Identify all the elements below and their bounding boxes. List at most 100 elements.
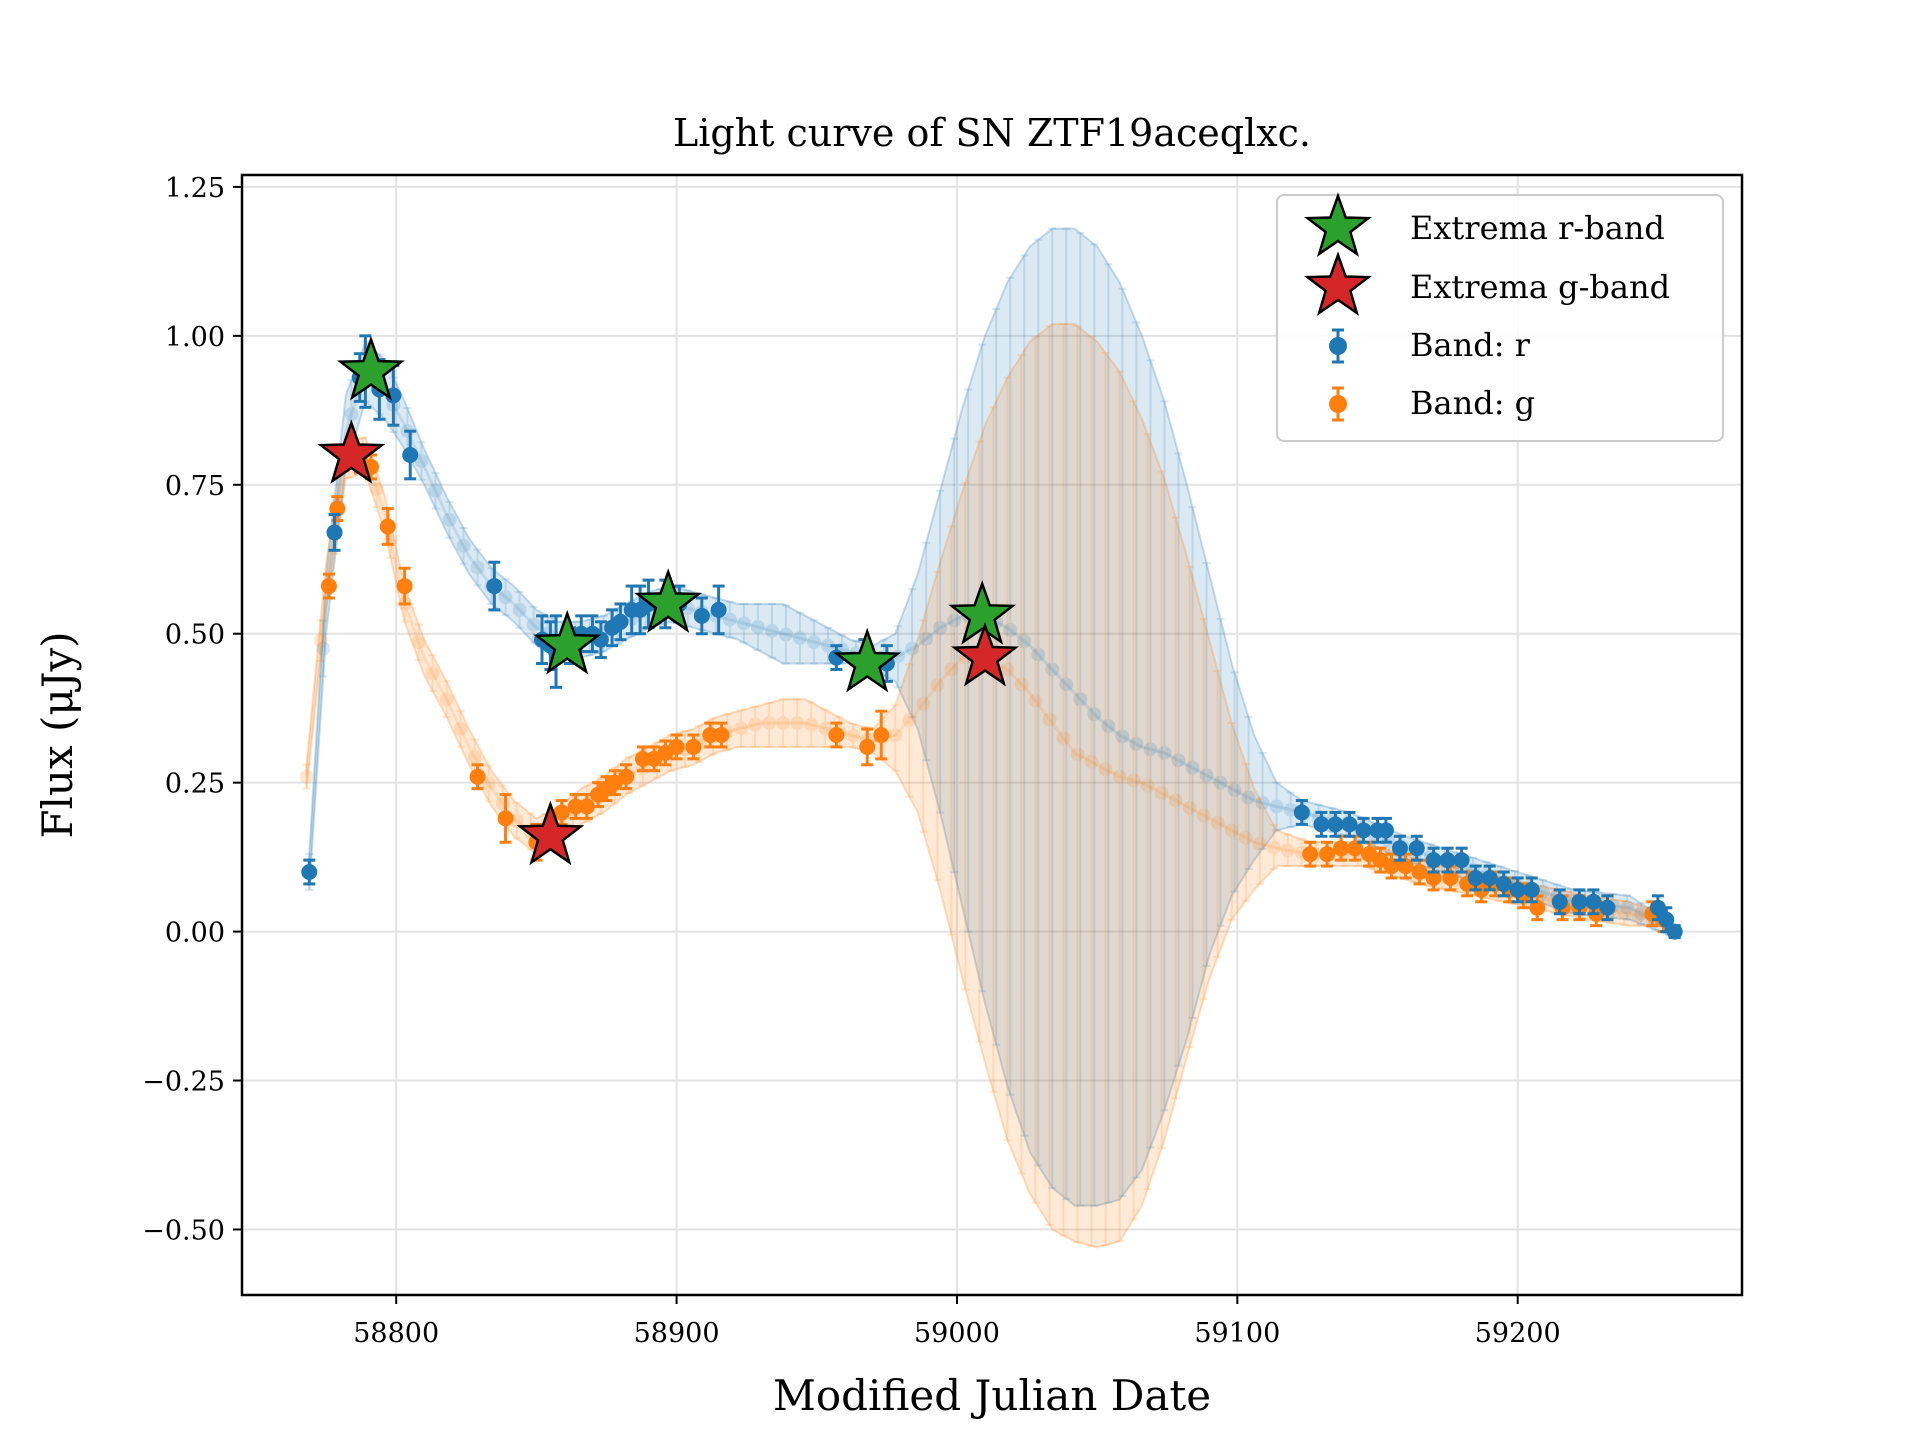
model-mean-marker [1185, 760, 1200, 775]
model-mean-marker [736, 616, 751, 631]
model-mean-marker [806, 634, 821, 649]
data-point-r [1666, 923, 1683, 940]
data-point-marker [1571, 893, 1588, 910]
model-mean-marker [1210, 815, 1225, 830]
model-point-r [442, 500, 457, 539]
data-point-marker [1658, 911, 1675, 928]
model-mean-marker [930, 678, 945, 693]
model-point-g [1084, 336, 1099, 1247]
data-point-marker [402, 447, 419, 463]
model-mean-marker [722, 612, 737, 627]
model-point-r [1213, 617, 1228, 927]
data-point-marker [1411, 864, 1428, 881]
model-point-g [1280, 833, 1295, 868]
model-mean-marker [916, 696, 931, 711]
model-mean-marker [820, 638, 835, 653]
model-mean-marker [790, 716, 805, 731]
data-point-g [1302, 840, 1319, 868]
legend-star-g [1304, 251, 1372, 316]
model-point-r [764, 602, 779, 659]
model-mean-marker [1634, 906, 1649, 921]
data-point-marker [497, 810, 514, 827]
data-point-marker [1313, 816, 1330, 833]
model-mean-marker [902, 713, 917, 728]
data-point-r [1439, 846, 1456, 874]
model-mean-marker [1227, 783, 1242, 798]
model-mean-marker [1003, 623, 1018, 637]
data-point-g [379, 507, 396, 546]
x-axis-label: Modified Julian Date [773, 1371, 1211, 1420]
extrema-star-r [336, 335, 405, 401]
legend-label-extrema-g: Extrema g-band [1410, 268, 1670, 306]
model-point-r [820, 626, 835, 665]
model-mean-marker [512, 602, 527, 617]
data-point-r [1313, 810, 1330, 838]
model-mean-marker [1143, 742, 1158, 757]
model-point-g [411, 623, 426, 662]
model-point-r [1003, 276, 1018, 1096]
model-mean-marker [750, 620, 765, 635]
data-point-marker [1347, 840, 1364, 857]
model-mean-marker [1157, 745, 1172, 760]
legend-marker-extrema-g [1304, 251, 1372, 316]
model-point-g [762, 701, 777, 748]
y-tick-label: 1.00 [165, 322, 225, 353]
legend-label-band-g: Band: g [1410, 384, 1535, 422]
model-point-g [299, 763, 314, 790]
model-mean-marker [1199, 768, 1214, 783]
model-mean-marker [467, 750, 482, 765]
data-point-g [1319, 840, 1336, 868]
model-mean-marker [804, 717, 819, 732]
data-point-r [1551, 888, 1568, 916]
model-point-r [470, 548, 485, 587]
data-point-r [1377, 816, 1394, 844]
data-point-marker [1355, 822, 1372, 839]
model-mean-marker [1129, 736, 1144, 751]
data-point-r [1571, 888, 1588, 916]
data-point-marker [1391, 840, 1408, 857]
model-point-r [778, 604, 793, 665]
data-point-marker [828, 727, 845, 743]
model-mean-marker [734, 721, 749, 736]
data-point-marker [634, 750, 651, 767]
model-mean-marker [1084, 754, 1099, 769]
model-mean-marker [1238, 830, 1253, 845]
model-point-r [512, 591, 527, 629]
data-point-g [1442, 864, 1459, 892]
legend: Extrema r-band Extrema g-band Band: r Ba… [1276, 192, 1724, 442]
x-tick-label: 59000 [914, 1318, 1000, 1349]
y-tick-label: −0.50 [142, 1215, 225, 1246]
data-point-r [385, 364, 402, 427]
data-point-r [1341, 810, 1358, 838]
data-point-r [1467, 864, 1484, 892]
model-point-g [1617, 900, 1632, 926]
data-point-marker [1529, 899, 1546, 916]
data-point-g [668, 733, 685, 761]
model-point-g [846, 722, 861, 749]
data-point-r [710, 584, 727, 636]
model-mean-marker [1045, 662, 1060, 677]
model-mean-marker [425, 666, 440, 681]
model-mean-marker [1224, 823, 1239, 838]
data-point-marker [1333, 840, 1350, 857]
data-point-g [618, 763, 635, 791]
data-point-r [1495, 870, 1512, 898]
model-mean-marker [1171, 753, 1186, 768]
legend-label-extrema-r: Extrema r-band [1410, 209, 1665, 247]
model-mean-marker [1059, 677, 1074, 692]
model-mean-marker [1098, 762, 1113, 777]
extrema-star-g [317, 419, 386, 484]
model-mean-marker [1196, 808, 1211, 823]
data-point-marker [385, 387, 402, 404]
data-point-g [396, 566, 413, 606]
data-point-marker [486, 578, 503, 595]
model-mean-marker [1101, 719, 1116, 734]
data-point-marker [1408, 840, 1425, 857]
data-point-r [326, 513, 343, 552]
model-mean-marker [453, 722, 468, 737]
model-point-g [1631, 903, 1646, 927]
data-point-r [1408, 834, 1425, 862]
extrema-star-r [533, 609, 602, 675]
x-tick-label: 59100 [1194, 1318, 1280, 1349]
legend-label-band-r: Band: r [1410, 326, 1531, 364]
